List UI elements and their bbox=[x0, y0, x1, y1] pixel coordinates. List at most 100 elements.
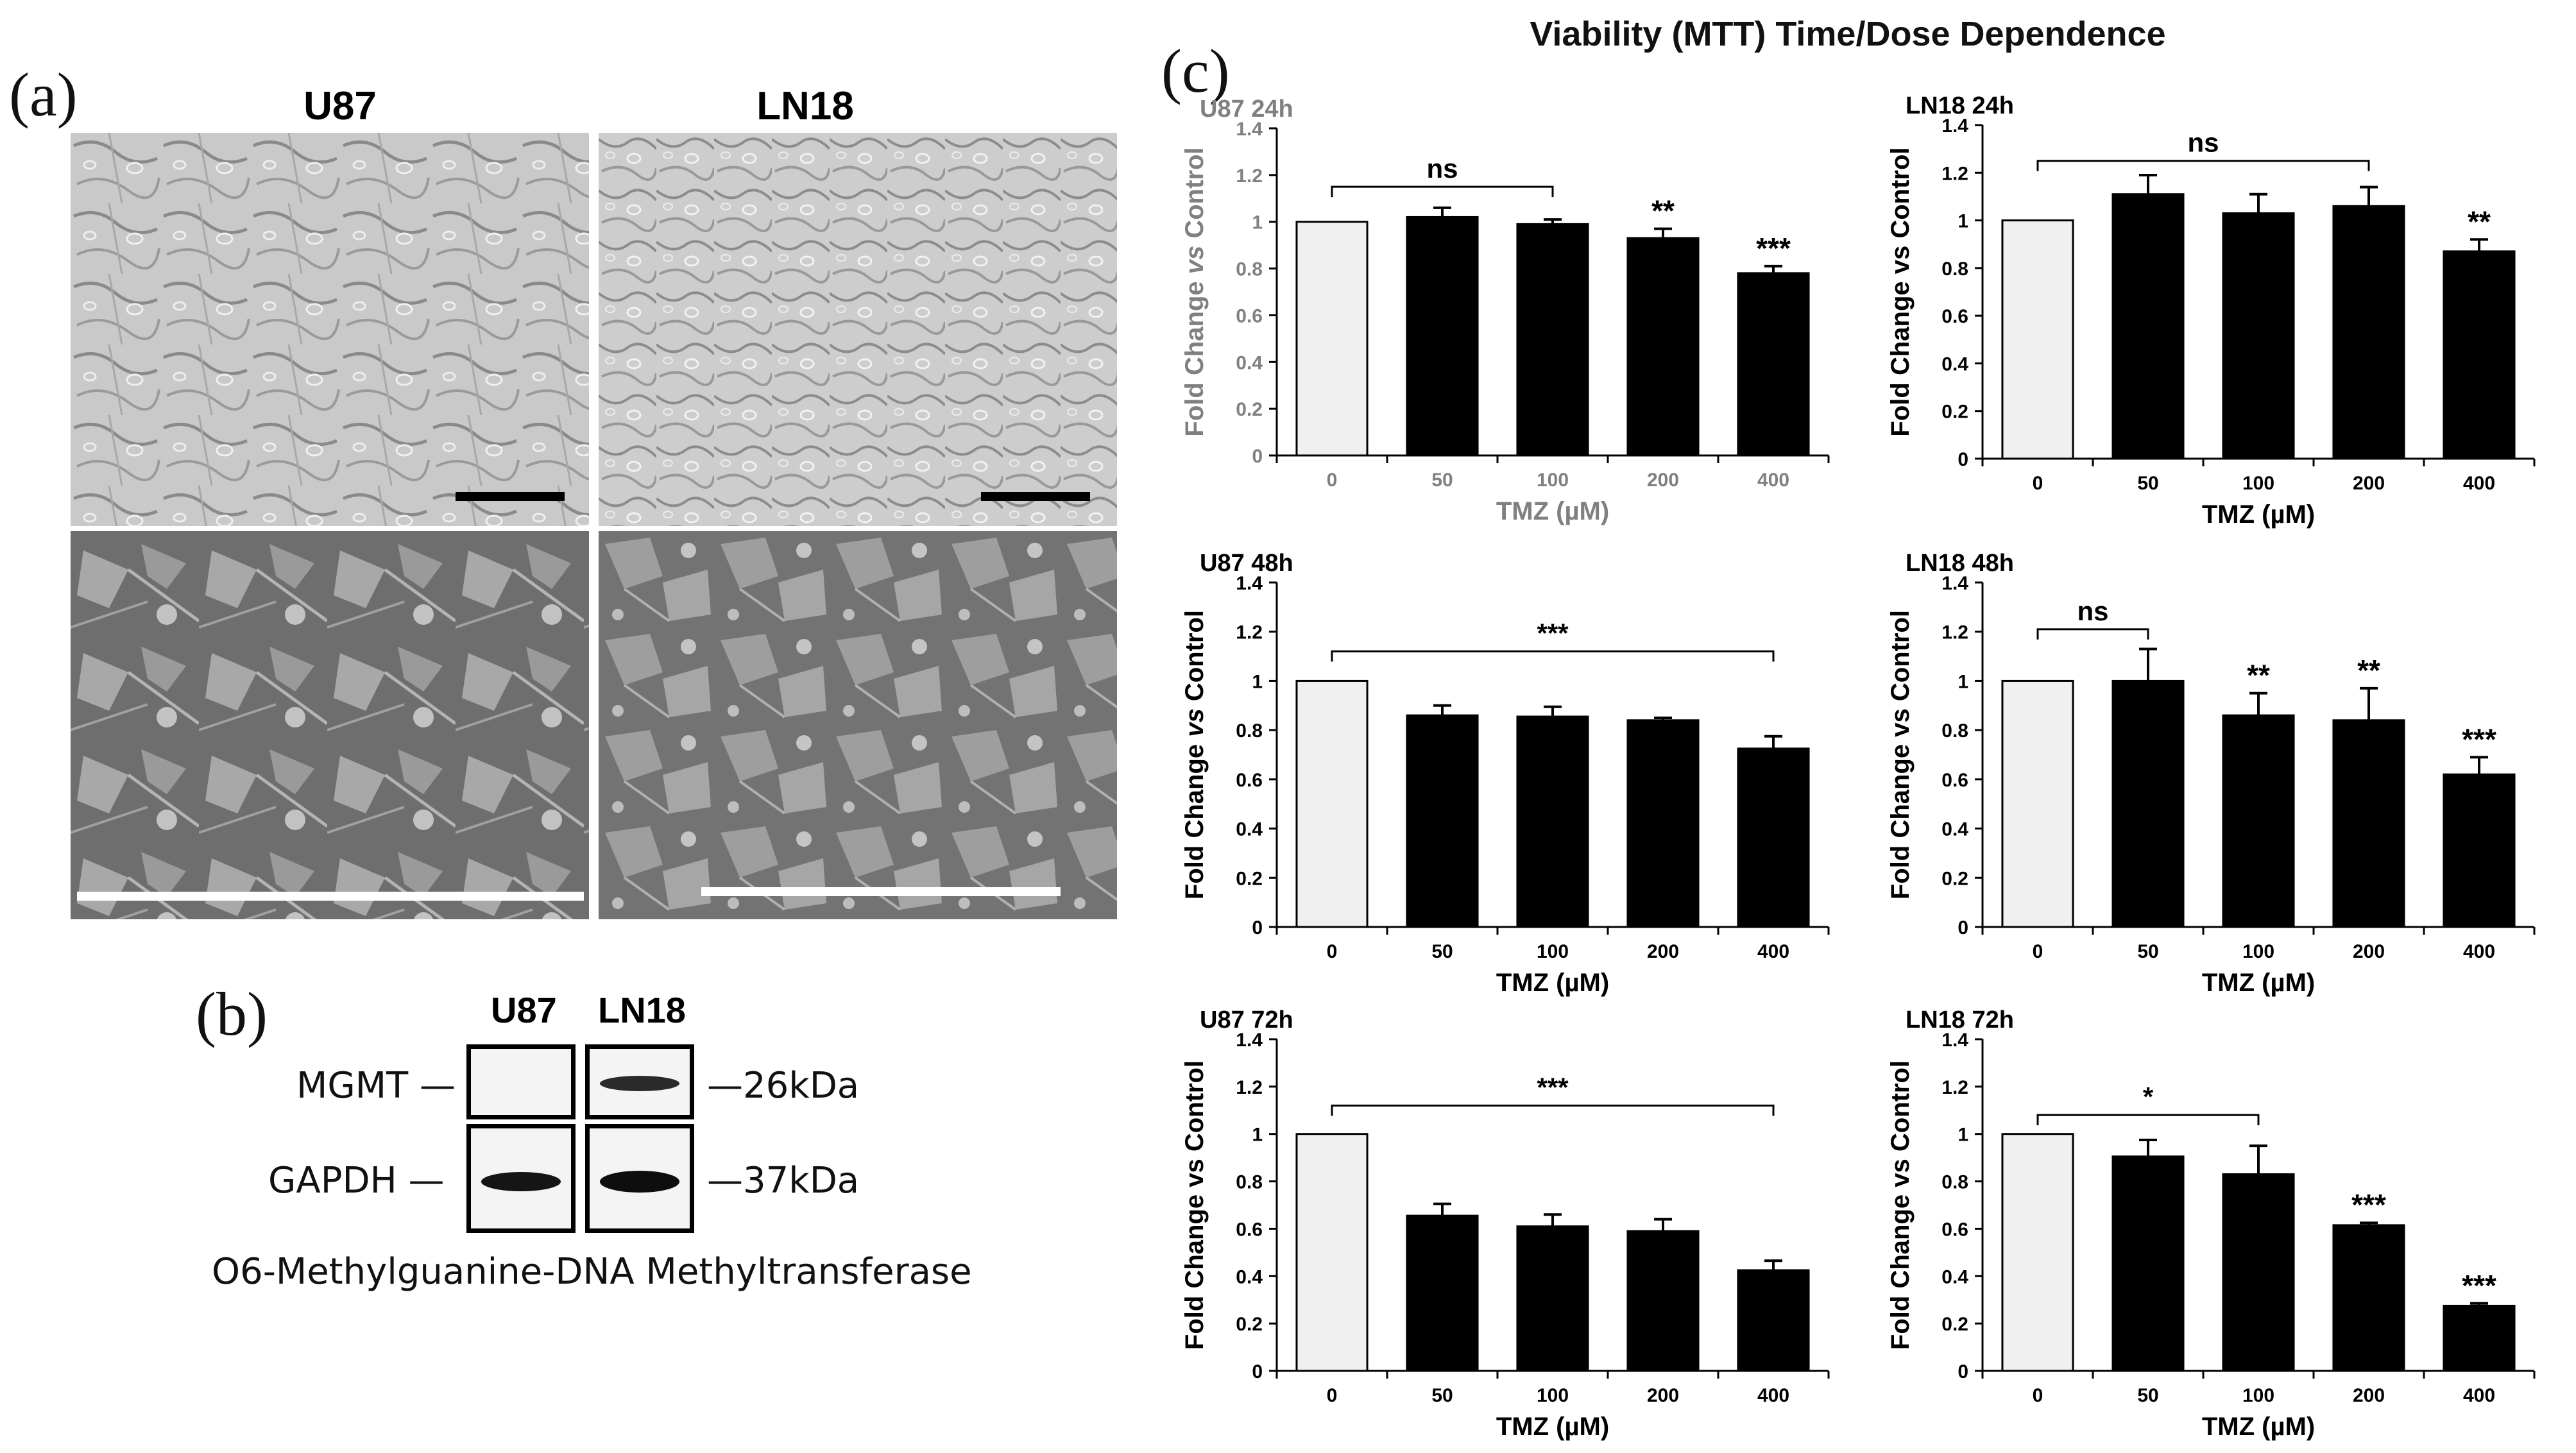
x-tick-label: 50 bbox=[1431, 1385, 1453, 1406]
y-tick-label: 1.4 bbox=[1236, 1030, 1263, 1051]
significance-label: *** bbox=[2351, 1188, 2386, 1221]
y-tick-label: 1.4 bbox=[1941, 115, 1968, 137]
bar-100 bbox=[1516, 1225, 1589, 1372]
y-tick-label: 1.4 bbox=[1941, 1030, 1968, 1051]
panel-c-title: Viability (MTT) Time/Dose Dependence bbox=[1530, 15, 2166, 53]
bar-200 bbox=[1626, 1230, 1700, 1372]
y-axis-label-part: Control bbox=[1181, 610, 1209, 708]
significance-label: *** bbox=[2462, 1269, 2496, 1302]
blot-row-mgmt: MGMT — bbox=[296, 1065, 456, 1107]
x-tick-label: 200 bbox=[1647, 941, 1679, 962]
x-tick-label: 100 bbox=[1537, 1385, 1569, 1406]
y-tick-label: 0.2 bbox=[1236, 868, 1263, 889]
x-axis-label: TMZ (µM) bbox=[1496, 1413, 1609, 1441]
y-tick-label: 0.4 bbox=[1941, 1266, 1968, 1287]
significance-bracket bbox=[2036, 160, 2370, 171]
bar-200 bbox=[1626, 237, 1700, 457]
x-tick-label: 400 bbox=[2463, 473, 2495, 494]
blot-row-gapdh: GAPDH — bbox=[268, 1160, 445, 1202]
y-tick-label: 1 bbox=[1252, 671, 1263, 692]
chart-u87-72h: U87 72h 0 0.2 0.4 0.6 0.8 1 1.2 1.4 0 50 100 200 400 *… bbox=[1155, 991, 1861, 1450]
x-tick-label: 400 bbox=[1757, 941, 1789, 962]
bar-0 bbox=[1295, 679, 1369, 928]
significance-label: ** bbox=[2247, 659, 2270, 692]
chart-ln18-24h: LN18 24h 0 0.2 0.4 0.6 0.8 1 1.2 1.4 0 50 100 200 400… bbox=[1861, 77, 2566, 532]
y-tick-label: 1 bbox=[1958, 1125, 1968, 1146]
chart-ln18-48h: LN18 48h 0 0.2 0.4 0.6 0.8 1 1.2 1.4 0 50 100 200 400… bbox=[1861, 539, 2566, 1001]
blot-gapdh-u87 bbox=[466, 1124, 576, 1233]
x-tick-label: 50 bbox=[1431, 470, 1453, 491]
micrograph-ln18-phase bbox=[599, 133, 1117, 526]
blot-caption: O6-Methylguanine-DNA Methyltransferase bbox=[212, 1251, 972, 1293]
significance-bracket bbox=[1331, 650, 1775, 662]
chart-u87-24h: U87 24h 0 0.2 0.4 0.6 0.8 1 1.2 1.4 0 50 100 200 400 *… bbox=[1155, 83, 1861, 532]
y-tick-label: 0.6 bbox=[1941, 770, 1968, 791]
y-tick-label: 0.2 bbox=[1941, 868, 1968, 889]
x-tick-label: 400 bbox=[1757, 1385, 1789, 1406]
panel-a-col-title-ln18: LN18 bbox=[756, 84, 854, 128]
y-axis-label: Fold Change vs Control bbox=[1886, 147, 1915, 436]
panel-a-col-title-u87: U87 bbox=[303, 84, 377, 128]
bar-100 bbox=[1516, 223, 1589, 457]
bar-50 bbox=[2111, 1155, 2185, 1372]
y-axis-label: Fold Change vs Control bbox=[1181, 610, 1209, 899]
bar-200 bbox=[2332, 1224, 2405, 1372]
x-tick-label: 100 bbox=[2242, 1385, 2274, 1406]
y-tick-label: 0 bbox=[1958, 917, 1968, 939]
bar-400 bbox=[1737, 272, 1810, 457]
y-tick-label: 1.2 bbox=[1236, 622, 1263, 643]
chart-title: U87 24h bbox=[1200, 96, 1293, 123]
y-tick-label: 0.8 bbox=[1236, 1172, 1263, 1193]
bar-50 bbox=[1406, 1214, 1479, 1372]
y-tick-label: 0.2 bbox=[1941, 1314, 1968, 1335]
y-tick-label: 0.4 bbox=[1941, 819, 1968, 840]
y-tick-label: 1.2 bbox=[1941, 1077, 1968, 1098]
x-tick-label: 50 bbox=[2137, 1385, 2158, 1406]
y-tick-label: 0 bbox=[1252, 917, 1263, 939]
y-tick-label: 1.2 bbox=[1941, 622, 1968, 643]
y-tick-label: 0.6 bbox=[1236, 770, 1263, 791]
y-tick-label: 0.2 bbox=[1236, 399, 1263, 420]
y-tick-label: 1 bbox=[1958, 211, 1968, 232]
micrograph-ln18-sem bbox=[599, 531, 1117, 919]
y-axis-label-part: Fold Change bbox=[1181, 274, 1209, 436]
bar-100 bbox=[1516, 715, 1589, 928]
x-tick-label: 200 bbox=[2353, 1385, 2385, 1406]
panel-a-letter: (a) bbox=[9, 60, 78, 129]
blot-gapdh-ln18 bbox=[585, 1124, 694, 1233]
bar-0 bbox=[1295, 1133, 1369, 1372]
bar-200 bbox=[2332, 719, 2405, 928]
y-axis-label: Fold Change vs Control bbox=[1181, 147, 1209, 436]
y-tick-label: 0 bbox=[1958, 449, 1968, 470]
bar-50 bbox=[2111, 193, 2185, 460]
x-tick-label: 200 bbox=[2353, 941, 2385, 962]
x-tick-label: 400 bbox=[2463, 941, 2495, 962]
bar-400 bbox=[1737, 747, 1810, 928]
y-tick-label: 0.8 bbox=[1941, 720, 1968, 742]
x-tick-label: 100 bbox=[2242, 473, 2274, 494]
bar-0 bbox=[2001, 1133, 2074, 1372]
x-tick-label: 100 bbox=[1537, 941, 1569, 962]
y-tick-label: 0.6 bbox=[1236, 305, 1263, 327]
y-tick-label: 1.4 bbox=[1236, 573, 1263, 594]
y-tick-label: 0.6 bbox=[1941, 1219, 1968, 1240]
bar-400 bbox=[2443, 773, 2516, 928]
x-tick-label: 50 bbox=[2137, 941, 2158, 962]
y-tick-label: 0.8 bbox=[1941, 259, 1968, 280]
x-tick-label: 200 bbox=[1647, 1385, 1679, 1406]
x-tick-label: 400 bbox=[1757, 470, 1789, 491]
x-tick-label: 50 bbox=[2137, 473, 2158, 494]
y-tick-label: 0.8 bbox=[1941, 1172, 1968, 1193]
bracket-label: ns bbox=[2187, 128, 2219, 158]
x-tick-label: 0 bbox=[2033, 473, 2043, 494]
chart-title: U87 72h bbox=[1200, 1007, 1293, 1033]
band-gapdh-u87 bbox=[481, 1172, 561, 1191]
x-tick-label: 0 bbox=[1327, 470, 1338, 491]
bar-0 bbox=[1295, 221, 1369, 457]
bracket-label: *** bbox=[1537, 1072, 1569, 1102]
chart-title: LN18 48h bbox=[1906, 550, 2014, 577]
y-tick-label: 0.2 bbox=[1236, 1314, 1263, 1335]
y-tick-label: 1.2 bbox=[1236, 166, 1263, 187]
bar-50 bbox=[2111, 679, 2185, 928]
y-axis-label-part: vs bbox=[1181, 708, 1209, 737]
